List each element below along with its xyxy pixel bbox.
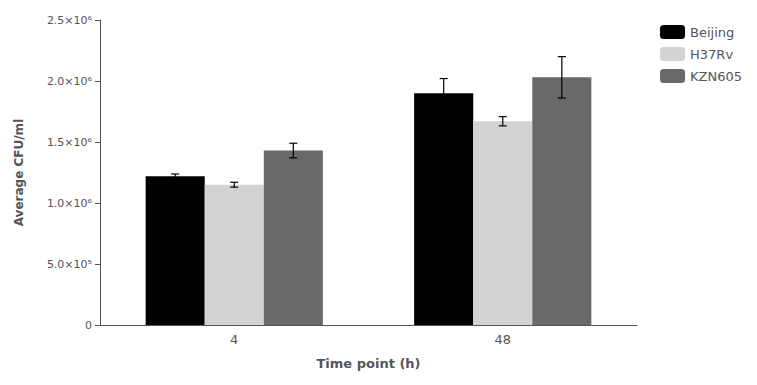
svg-text:5.0×10⁵: 5.0×10⁵: [47, 258, 92, 271]
svg-text:1.0×10⁶: 1.0×10⁶: [47, 197, 93, 210]
svg-text:4: 4: [230, 332, 238, 347]
svg-text:48: 48: [494, 332, 511, 347]
svg-text:2.0×10⁶: 2.0×10⁶: [47, 75, 93, 88]
svg-text:1.5×10⁶: 1.5×10⁶: [47, 136, 93, 149]
svg-text:2.5×10⁶: 2.5×10⁶: [47, 14, 93, 27]
svg-text:H37Rv: H37Rv: [690, 47, 733, 62]
svg-text:Time point (h): Time point (h): [316, 356, 420, 371]
svg-text:KZN605: KZN605: [690, 69, 742, 84]
svg-text:0: 0: [85, 319, 92, 332]
svg-text:Average CFU/ml: Average CFU/ml: [12, 119, 26, 227]
svg-text:Beijing: Beijing: [690, 25, 734, 40]
